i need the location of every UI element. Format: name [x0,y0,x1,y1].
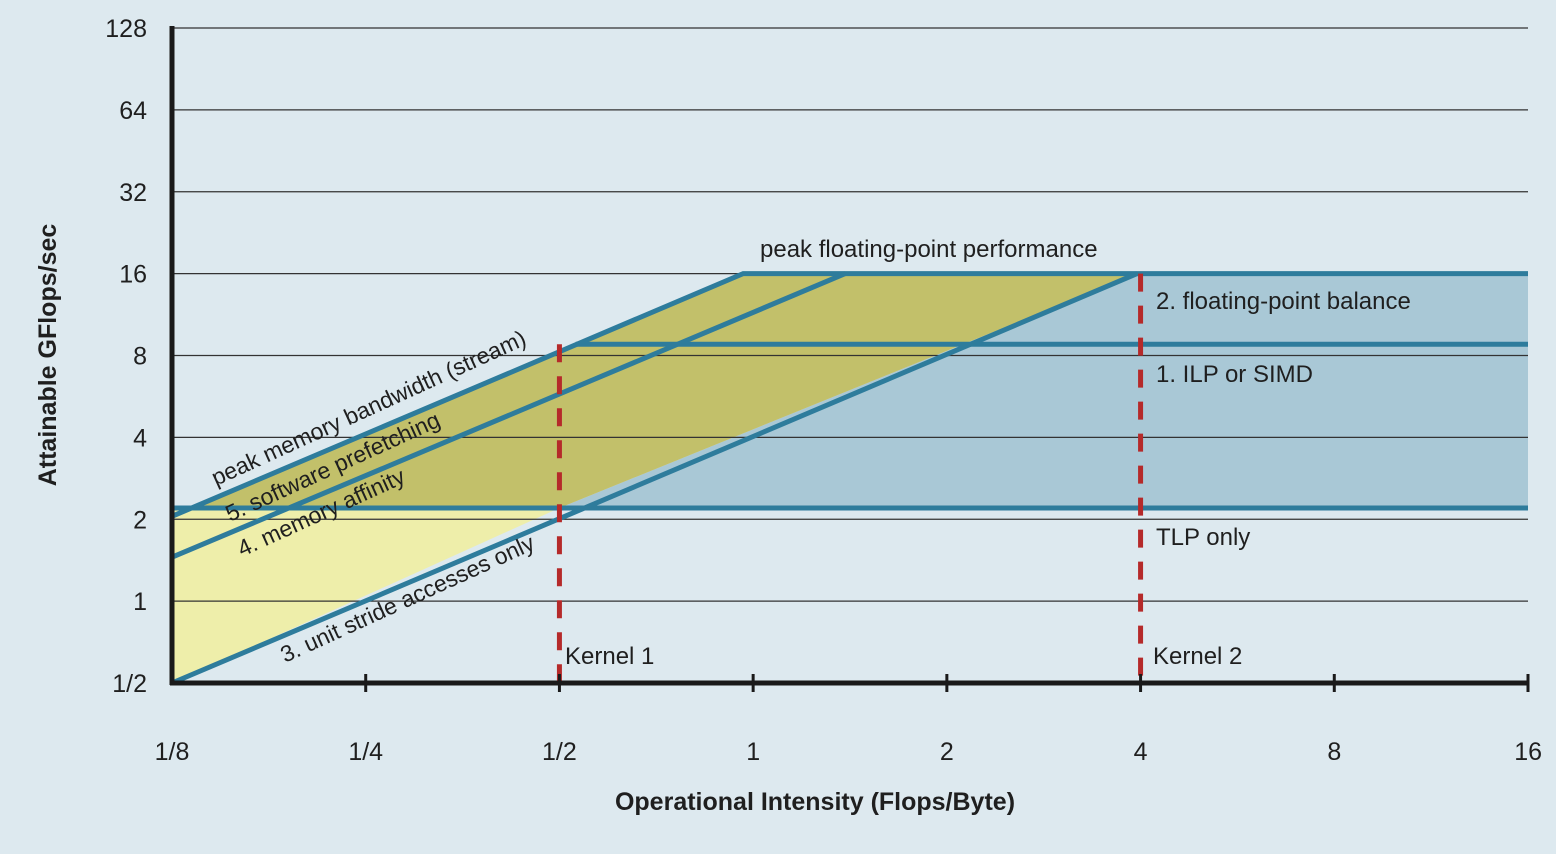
kernel-markers [556,273,1144,683]
x-tick-label: 1/2 [542,738,577,766]
kernel-2-label: Kernel 2 [1153,643,1242,670]
y-tick-label: 64 [119,97,147,125]
x-tick-label: 4 [1134,738,1148,766]
roof-label-fp-balance: 2. floating-point balance [1156,288,1411,315]
y-tick-label: 4 [133,424,147,452]
roof-label-tlp-only: TLP only [1156,524,1250,551]
x-tick-label: 16 [1514,738,1542,766]
x-tick-label: 1/4 [348,738,383,766]
y-tick-label: 1/2 [112,670,147,698]
y-tick-label: 2 [133,506,147,534]
axes [169,26,1530,692]
y-axis-title: Attainable GFlops/sec [34,224,62,487]
roof-label-ilp-simd: 1. ILP or SIMD [1156,361,1313,388]
x-axis-title: Operational Intensity (Flops/Byte) [615,788,1015,816]
y-tick-label: 1 [133,588,147,616]
roof-line-1 [171,271,1528,519]
roof-lines [171,271,1528,686]
y-tick-label: 128 [105,15,147,43]
x-tick-label: 1 [746,738,760,766]
roof-label-peak-fp: peak floating-point performance [760,236,1098,263]
x-tick-label: 2 [940,738,954,766]
y-tick-label: 16 [119,261,147,289]
y-tick-label: 32 [119,179,147,207]
x-tick-label: 8 [1327,738,1341,766]
region-blue_region [559,273,1528,508]
kernel-1-label: Kernel 1 [565,643,654,670]
y-tick-label: 8 [133,343,147,371]
x-tick-label: 1/8 [155,738,190,766]
tick-labels: 1/8 1/4 1/2 1 2 4 8 16 1/2 1 2 4 8 16 32 64 128 [105,15,1542,766]
